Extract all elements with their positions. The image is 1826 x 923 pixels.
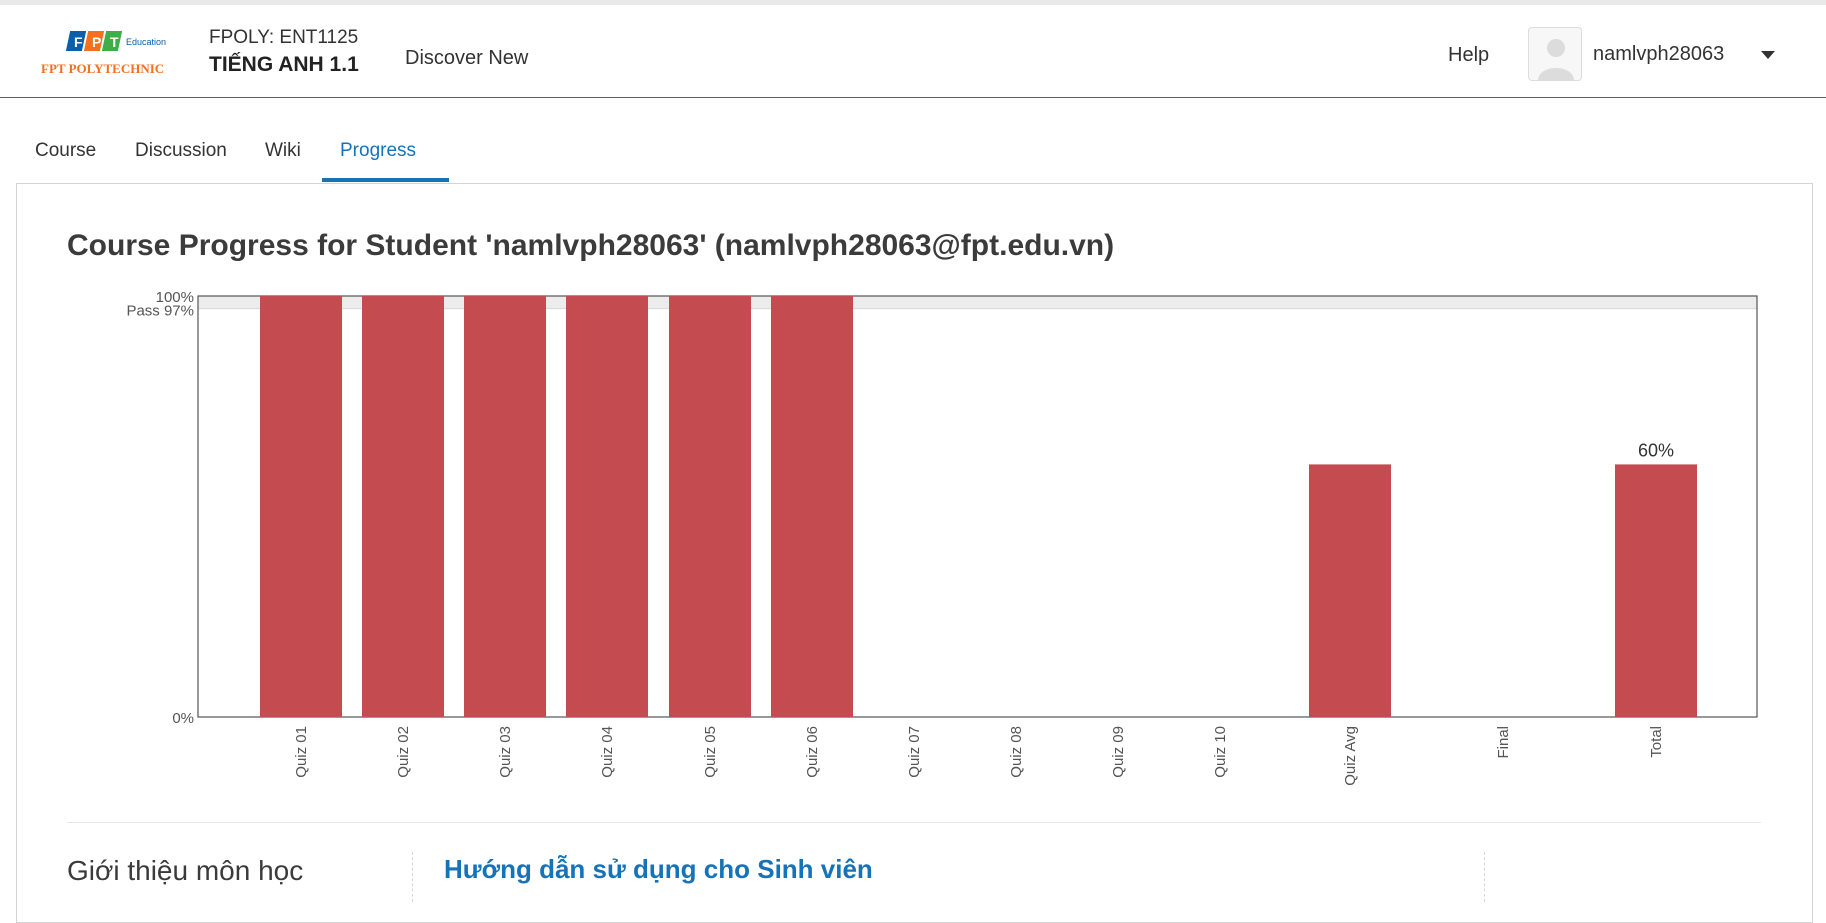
course-name: TIẾNG ANH 1.1 (209, 53, 359, 76)
x-tick-label: Quiz 07 (906, 726, 923, 778)
data-label: 60% (1638, 440, 1674, 460)
column-separator (1484, 852, 1485, 902)
discover-new-link[interactable]: Discover New (405, 47, 529, 69)
bar-quiz-03 (464, 296, 546, 717)
section-divider (67, 822, 1761, 823)
student-guide-link[interactable]: Hướng dẫn sử dụng cho Sinh viên (444, 854, 873, 884)
y-tick-label: 0% (172, 710, 194, 727)
svg-text:FPT POLYTECHNIC: FPT POLYTECHNIC (41, 61, 164, 76)
svg-text:P: P (92, 34, 101, 50)
x-tick-label: Quiz Avg (1342, 726, 1359, 786)
bar-quiz-02 (362, 296, 444, 717)
x-tick-label: Quiz 04 (599, 726, 616, 778)
plot-frame (197, 295, 1758, 718)
avatar[interactable] (1528, 27, 1582, 81)
svg-text:T: T (110, 34, 119, 50)
username-label[interactable]: namlvph28063 (1593, 43, 1725, 65)
fpt-polytechnic-logo[interactable]: F P T Education FPT POLYTECHNIC (38, 27, 188, 83)
x-tick-label: Quiz 10 (1212, 726, 1229, 778)
user-menu[interactable]: namlvph28063 (1528, 27, 1778, 81)
x-tick-label: Quiz 06 (804, 726, 821, 778)
tab-progress[interactable]: Progress (322, 120, 449, 182)
top-strip (0, 0, 1826, 5)
x-tick-label: Quiz 08 (1008, 726, 1025, 778)
bar-total (1615, 464, 1697, 717)
bar-quiz-06 (771, 296, 853, 717)
x-tick-label: Quiz 05 (702, 726, 719, 778)
progress-chart: 0% 100%Pass 97% Quiz 01 Quiz 02 Quiz 03 Quiz … (126, 289, 1758, 786)
tab-discussion[interactable]: Discussion (135, 140, 227, 161)
svg-text:F: F (74, 34, 83, 50)
bar-quiz-01 (260, 296, 342, 717)
course-intro-heading: Giới thiệu môn học (67, 855, 304, 886)
bar-quiz-avg (1309, 464, 1391, 717)
chevron-down-icon[interactable] (1761, 51, 1775, 59)
x-tick-label: Quiz 09 (1110, 726, 1127, 778)
bar-quiz-04 (566, 296, 648, 717)
bar-quiz-05 (669, 296, 751, 717)
x-tick-label: Total (1648, 726, 1665, 758)
fpt-logo-icon: F P T Education FPT POLYTECHNIC (41, 31, 166, 76)
tab-wiki[interactable]: Wiki (265, 140, 301, 161)
x-tick-label: Final (1495, 726, 1512, 759)
x-tick-label: Quiz 02 (395, 726, 412, 778)
column-separator (412, 852, 413, 902)
help-link[interactable]: Help (1448, 44, 1490, 66)
page-title: Course Progress for Student 'namlvph2806… (67, 229, 1115, 262)
course-org: FPOLY: ENT1125 (209, 27, 359, 48)
y-tick-label: 100% (156, 289, 194, 306)
x-tick-label: Quiz 03 (497, 726, 514, 778)
site-header: F P T Education FPT POLYTECHNIC FPOLY: E… (0, 5, 1826, 98)
pass-label: Pass 97% (126, 303, 194, 320)
svg-text:Education: Education (126, 37, 166, 47)
x-tick-label: Quiz 01 (293, 726, 310, 778)
user-avatar-icon (1538, 39, 1574, 80)
tab-course[interactable]: Course (35, 140, 97, 161)
